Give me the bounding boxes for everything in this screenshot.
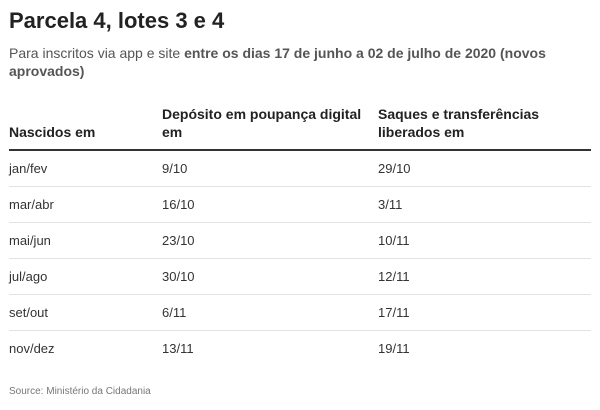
column-header-deposit-date: Depósito em poupança digital em	[162, 105, 378, 151]
table-row: jul/ago 30/10 12/11	[9, 258, 591, 295]
birth-months-cell: mar/abr	[9, 186, 162, 223]
subtitle-date-range: entre os dias 17 de junho a 02 de julho …	[9, 45, 546, 79]
table-row: nov/dez 13/11 19/11	[9, 331, 591, 367]
table-row: mai/jun 23/10 10/11	[9, 222, 591, 259]
column-header-withdrawal-date: Saques e transferências liberados em	[378, 105, 591, 151]
subtitle: Para inscritos via app e site entre os d…	[9, 44, 591, 80]
withdrawal-date-cell: 29/10	[378, 150, 591, 187]
birth-months-cell: nov/dez	[9, 341, 55, 356]
table-row: jan/fev 9/10 29/10	[9, 150, 591, 187]
schedule-table: Nascidos em Depósito em poupança digital…	[9, 105, 591, 366]
withdrawal-date-cell: 17/11	[378, 294, 591, 331]
table-row: mar/abr 16/10 3/11	[9, 186, 591, 223]
deposit-date-cell: 23/10	[162, 222, 378, 259]
table-row: set/out 6/11 17/11	[9, 294, 591, 331]
birth-months-cell: jul/ago	[9, 258, 162, 295]
withdrawal-date-cell: 19/11	[378, 341, 410, 356]
birth-months-cell: mai/jun	[9, 222, 162, 259]
withdrawal-date-cell: 3/11	[378, 186, 591, 223]
source-note: Source: Ministério da Cidadania	[9, 386, 151, 397]
table-header-row: Nascidos em Depósito em poupança digital…	[9, 105, 591, 151]
deposit-date-cell: 6/11	[162, 294, 378, 331]
birth-months-cell: jan/fev	[9, 150, 162, 187]
infographic: Parcela 4, lotes 3 e 4 Para inscritos vi…	[9, 6, 591, 366]
deposit-date-cell: 16/10	[162, 186, 378, 223]
birth-months-cell: set/out	[9, 294, 162, 331]
column-header-birth-months: Nascidos em	[9, 105, 162, 151]
withdrawal-date-cell: 12/11	[378, 258, 591, 295]
deposit-date-cell: 30/10	[162, 258, 378, 295]
page-title: Parcela 4, lotes 3 e 4	[9, 8, 225, 33]
deposit-date-cell: 13/11	[162, 341, 194, 356]
subtitle-text: Para inscritos via app e site	[9, 45, 185, 61]
withdrawal-date-cell: 10/11	[378, 222, 591, 259]
deposit-date-cell: 9/10	[162, 150, 378, 187]
